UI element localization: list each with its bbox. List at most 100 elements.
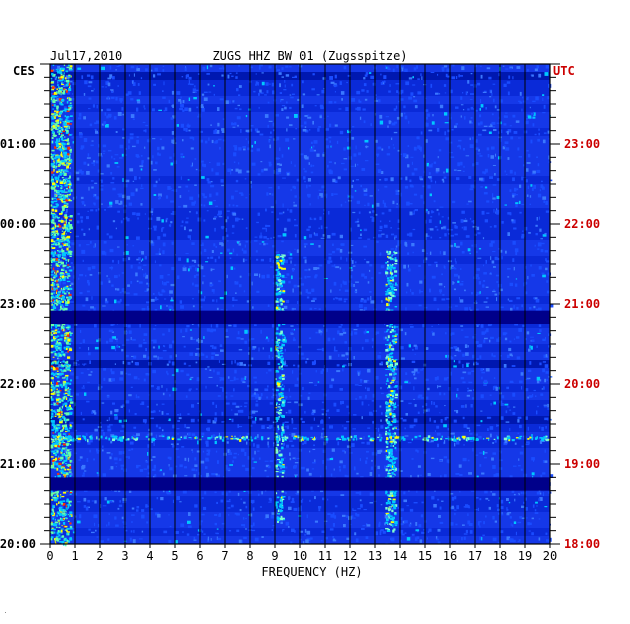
heatmap-speckle	[400, 346, 404, 350]
heatmap-speckle	[273, 236, 276, 239]
heatmap-speckle	[507, 212, 512, 215]
heatmap-speckle	[457, 170, 462, 172]
heatmap-speckle	[210, 124, 212, 126]
heatmap-speckle	[232, 224, 235, 228]
energy-mark	[52, 450, 56, 452]
heatmap-speckle	[121, 516, 124, 520]
energy-mark	[66, 280, 71, 283]
heatmap-speckle	[400, 508, 404, 512]
heatmap-speckle	[226, 309, 228, 312]
heatmap-speckle	[452, 281, 454, 285]
heatmap-speckle	[161, 227, 165, 229]
heatmap-speckle	[424, 109, 429, 112]
heatmap-speckle	[509, 409, 512, 411]
heatmap-speckle	[214, 258, 217, 263]
heatmap-speckle	[136, 464, 139, 469]
heatmap-speckle	[460, 96, 463, 100]
heatmap-speckle	[222, 67, 226, 70]
heatmap-speckle	[304, 245, 306, 248]
heatmap-speckle	[492, 442, 495, 444]
heatmap-speckle	[289, 440, 293, 442]
heatmap-speckle	[288, 409, 292, 414]
heatmap-speckle	[468, 381, 473, 384]
heatmap-speckle	[237, 331, 240, 335]
heatmap-speckle	[190, 418, 195, 423]
heatmap-speckle	[347, 194, 349, 199]
heatmap-speckle	[219, 297, 224, 300]
heatmap-speckle	[70, 262, 73, 264]
heatmap-speckle	[171, 139, 175, 144]
heatmap-speckle	[435, 536, 438, 540]
heatmap-speckle	[276, 157, 281, 160]
heatmap-speckle	[219, 513, 221, 516]
heatmap-speckle	[288, 506, 292, 510]
heatmap-speckle	[413, 193, 418, 196]
heatmap-speckle	[99, 385, 102, 388]
energy-mark	[65, 131, 69, 134]
heatmap-speckle	[478, 521, 482, 523]
heatmap-speckle	[344, 341, 347, 344]
heatmap-speckle	[140, 168, 143, 171]
heatmap-speckle	[153, 328, 156, 330]
heatmap-speckle	[281, 108, 284, 111]
heatmap-speckle	[330, 81, 335, 84]
heatmap-speckle	[77, 67, 82, 70]
heatmap-speckle	[166, 305, 168, 307]
energy-mark	[51, 113, 55, 116]
heatmap-speckle	[538, 307, 542, 312]
heatmap-speckle	[275, 171, 280, 175]
heatmap-speckle	[142, 258, 144, 261]
heatmap-speckle	[106, 275, 108, 278]
heatmap-speckle	[273, 389, 276, 392]
heatmap-speckle	[85, 506, 89, 511]
energy-mark	[58, 88, 62, 89]
heatmap-speckle	[355, 145, 357, 150]
heatmap-speckle	[485, 515, 487, 518]
heatmap-speckle	[115, 200, 119, 204]
heatmap-speckle	[330, 145, 332, 148]
heatmap-speckle	[201, 93, 205, 96]
heatmap-speckle	[194, 284, 199, 287]
heatmap-speckle	[364, 74, 368, 77]
heatmap-speckle	[356, 472, 359, 475]
heatmap-speckle	[546, 280, 549, 283]
heatmap-speckle	[136, 68, 140, 72]
heatmap-speckle	[81, 249, 86, 254]
heatmap-speckle	[454, 442, 456, 447]
heatmap-speckle	[507, 129, 512, 133]
heatmap-speckle	[191, 265, 196, 267]
heatmap-speckle	[178, 186, 182, 188]
heatmap-speckle	[266, 427, 270, 429]
energy-mark	[65, 397, 68, 400]
heatmap-speckle	[521, 386, 523, 390]
heatmap-speckle	[211, 168, 214, 172]
heatmap-speckle	[370, 296, 372, 300]
heatmap-speckle	[118, 203, 121, 205]
heatmap-speckle	[172, 115, 176, 119]
energy-mark	[56, 450, 59, 453]
heatmap-speckle	[146, 521, 149, 524]
heatmap-speckle	[140, 187, 144, 189]
heatmap-speckle	[279, 374, 281, 376]
heatmap-speckle	[201, 530, 204, 533]
heatmap-speckle	[89, 449, 91, 453]
heatmap-speckle	[331, 145, 333, 147]
heatmap-speckle	[521, 108, 523, 112]
heatmap-speckle	[91, 410, 96, 414]
heatmap-speckle	[87, 282, 90, 286]
energy-mark	[64, 115, 66, 118]
heatmap-speckle	[241, 218, 244, 220]
heatmap-speckle	[527, 153, 531, 158]
heatmap-speckle	[451, 496, 455, 501]
heatmap-speckle	[138, 257, 141, 261]
heatmap-speckle	[343, 281, 347, 285]
heatmap-speckle	[498, 386, 500, 390]
heatmap-speckle	[449, 152, 453, 154]
heatmap-speckle	[399, 400, 404, 402]
energy-mark	[50, 531, 52, 533]
heatmap-speckle	[409, 424, 414, 429]
heatmap-speckle	[279, 147, 281, 151]
heatmap-speckle	[153, 442, 155, 446]
energy-mark	[68, 469, 72, 471]
heatmap-speckle	[327, 337, 331, 342]
